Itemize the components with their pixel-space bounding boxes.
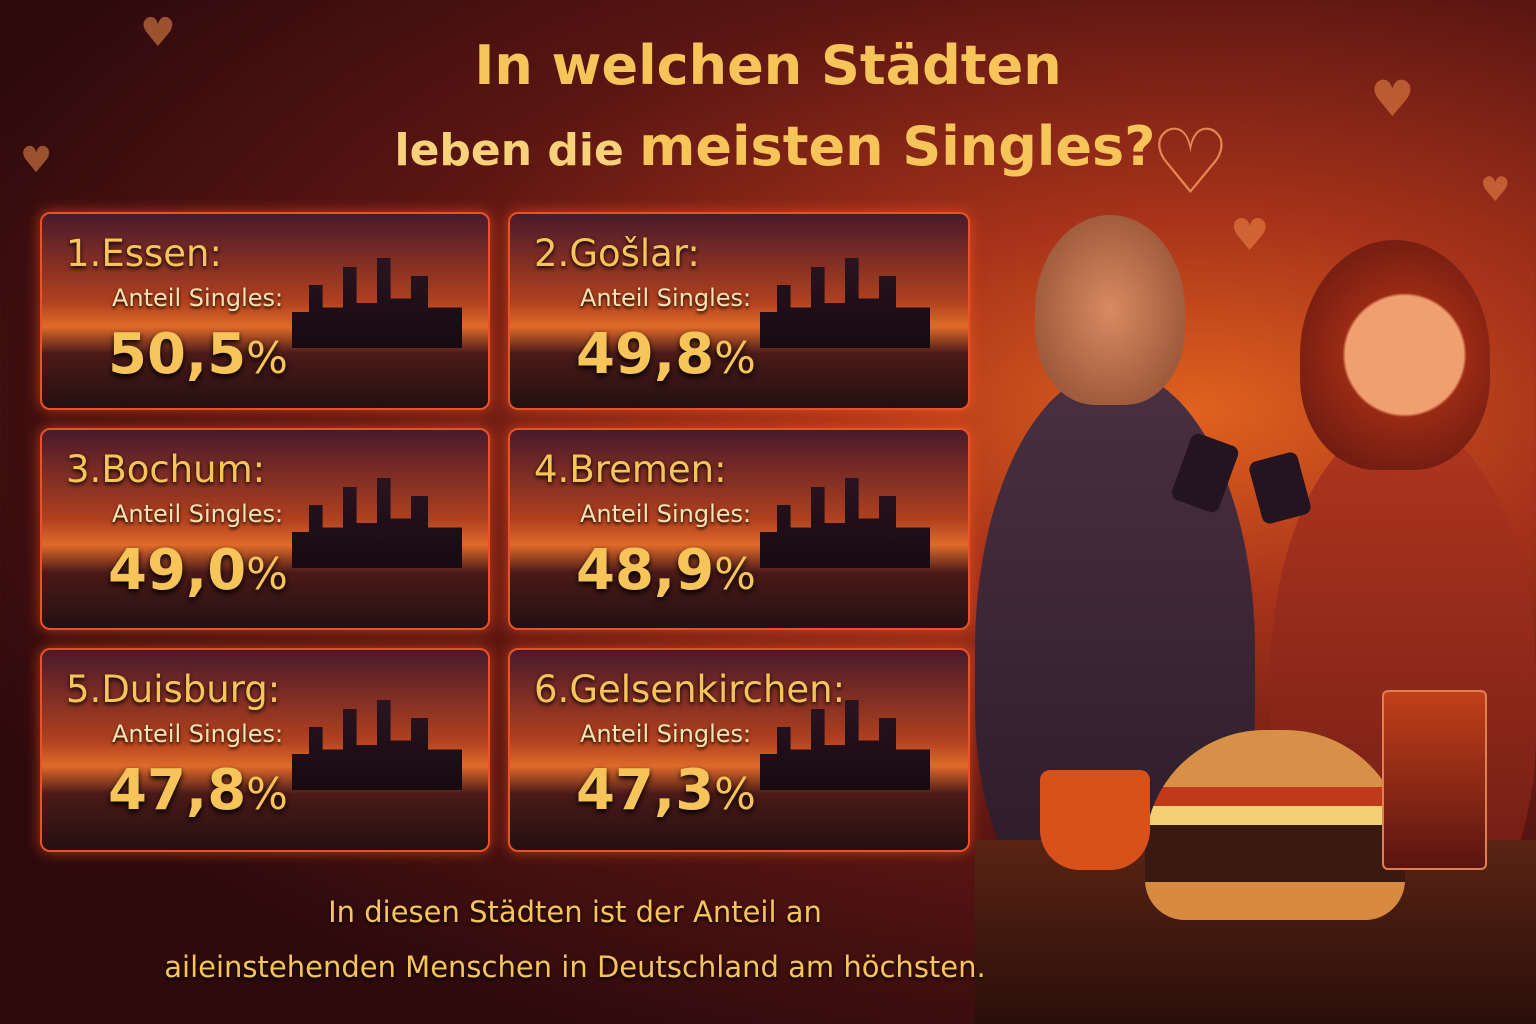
heart-icon: ♥ <box>20 140 53 181</box>
city-name: Essen: <box>101 232 222 275</box>
share-value: 49,0% <box>108 538 288 603</box>
share-label: Anteil Singles: <box>580 284 752 312</box>
city-title: 2.Gošlar: <box>534 232 700 275</box>
skyline <box>292 478 462 568</box>
city-card-essen: 1.Essen: Anteil Singles: 50,5% <box>40 212 490 410</box>
share-label: Anteil Singles: <box>112 500 284 528</box>
burger-icon <box>1145 730 1405 920</box>
skyline <box>760 258 930 348</box>
drink-glass-icon <box>1382 690 1487 870</box>
share-label: Anteil Singles: <box>580 500 752 528</box>
city-title: 5.Duisburg: <box>66 668 281 711</box>
city-name: Bochum: <box>101 448 266 491</box>
title-bold: meisten Singles? <box>639 115 1156 178</box>
skyline <box>760 700 930 790</box>
city-card-duisburg: 5.Duisburg: Anteil Singles: 47,8% <box>40 648 490 852</box>
title-line-1: In welchen Städten <box>474 34 1062 97</box>
share-value: 48,9% <box>576 538 756 603</box>
city-name: Duisburg: <box>101 668 281 711</box>
phone-icon <box>1247 450 1313 526</box>
share-value: 49,8% <box>576 322 756 387</box>
footer-line-2: aileinstehenden Menschen in Deutschland … <box>164 950 986 984</box>
title-line-2: leben die meisten Singles? <box>0 115 1536 178</box>
city-card-gelsenkirchen: 6.Gelsenkirchen: Anteil Singles: 47,3% <box>508 648 970 852</box>
city-name: Gelsenkirchen: <box>569 668 846 711</box>
city-card-bremen: 4.Bremen: Anteil Singles: 48,9% <box>508 428 970 630</box>
footer-line-1: In diesen Städten ist der Anteil an <box>328 895 822 929</box>
share-value: 50,5% <box>108 322 288 387</box>
share-label: Anteil Singles: <box>112 284 284 312</box>
title-plain: leben die <box>394 125 624 176</box>
heart-icon: ♥ <box>1480 170 1511 210</box>
share-value: 47,8% <box>108 758 288 823</box>
heart-icon: ♥ <box>140 10 176 56</box>
man-head <box>1035 215 1185 405</box>
share-label: Anteil Singles: <box>112 720 284 748</box>
fries-cup-icon <box>1040 770 1150 870</box>
heart-icon: ♡ <box>1150 110 1231 215</box>
skyline <box>760 478 930 568</box>
city-name: Bremen: <box>569 448 727 491</box>
city-title: 3.Bochum: <box>66 448 266 491</box>
city-card-goslar: 2.Gošlar: Anteil Singles: 49,8% <box>508 212 970 410</box>
city-card-bochum: 3.Bochum: Anteil Singles: 49,0% <box>40 428 490 630</box>
city-title: 6.Gelsenkirchen: <box>534 668 846 711</box>
city-title: 1.Essen: <box>66 232 222 275</box>
heart-icon: ♥ <box>1230 210 1270 261</box>
city-name: Gošlar: <box>569 232 700 275</box>
heart-icon: ♥ <box>1370 70 1415 128</box>
woman-head <box>1300 240 1490 470</box>
share-label: Anteil Singles: <box>580 720 752 748</box>
skyline <box>292 700 462 790</box>
share-value: 47,3% <box>576 758 756 823</box>
city-title: 4.Bremen: <box>534 448 727 491</box>
skyline <box>292 258 462 348</box>
